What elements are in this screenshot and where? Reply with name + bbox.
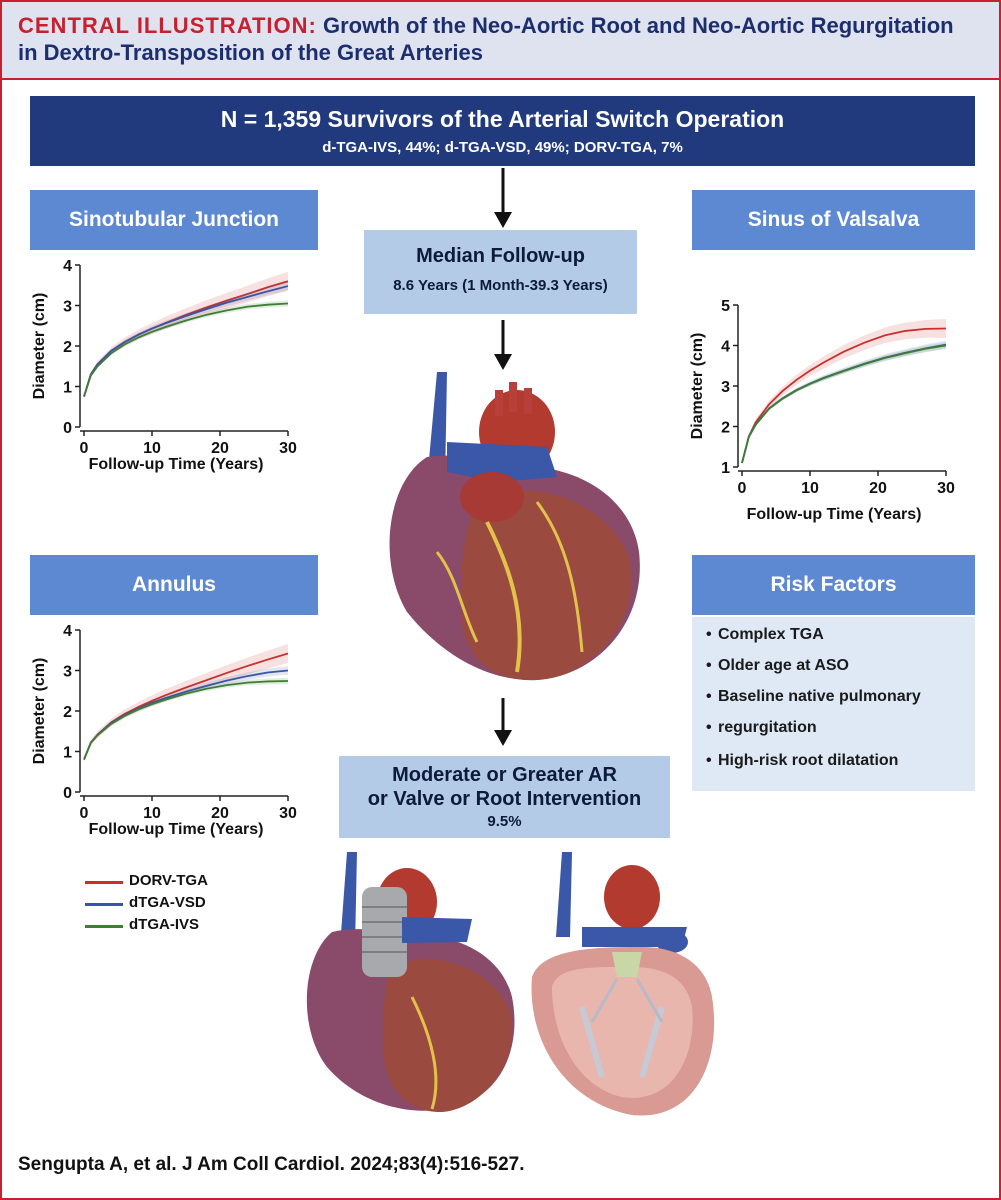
confidence-band: [84, 644, 288, 762]
title-text: Growth of the Neo-Aortic Root and Neo-Ao…: [18, 13, 954, 65]
arrow-down-icon: [494, 168, 512, 228]
y-tick-label: 2: [63, 704, 72, 721]
x-tick-label: 20: [869, 480, 887, 497]
cohort-sub: d-TGA-IVS, 44%; d-TGA-VSD, 49%; DORV-TGA…: [322, 139, 683, 156]
sov-chart: 1 2 3 4 5 0 10 20 30 Follow-up Time (Years) Diamet…: [689, 298, 955, 523]
series-line-dorv-tga: [741, 327, 947, 464]
y-tick-label: 4: [721, 339, 730, 356]
y-tick-label: 2: [721, 420, 730, 437]
y-tick-label: 1: [63, 380, 72, 397]
y-tick-label: 4: [63, 623, 72, 640]
title-bar: CENTRAL ILLUSTRATION: Growth of the Neo-…: [2, 2, 999, 80]
arrow-down-icon: [494, 320, 512, 370]
series-line-dtga-ivs: [741, 344, 947, 464]
x-tick-label: 0: [738, 480, 747, 497]
risk-item: Baseline native pulmonary: [706, 688, 921, 706]
sov-label: Sinus of Valsalva: [692, 190, 975, 250]
citation: Sengupta A, et al. J Am Coll Cardiol. 20…: [18, 1154, 525, 1175]
x-tick-label: 0: [80, 805, 89, 822]
y-tick-label: 3: [721, 379, 730, 396]
cohort-main: N = 1,359 Survivors of the Arterial Swit…: [220, 106, 785, 132]
x-tick-label: 30: [279, 440, 297, 457]
outcome-box: Moderate or Greater AR or Valve or Root …: [339, 756, 670, 838]
followup-title: Median Follow-up: [416, 245, 585, 267]
y-tick-label: 5: [721, 298, 730, 315]
y-tick-label: 4: [63, 258, 72, 275]
y-axis-label: Diameter (cm): [31, 293, 48, 400]
stj-label: Sinotubular Junction: [30, 190, 318, 250]
outcome-line2: or Valve or Root Intervention: [367, 788, 642, 810]
x-tick-label: 20: [211, 440, 229, 457]
x-tick-label: 30: [279, 805, 297, 822]
title-prefix: CENTRAL ILLUSTRATION:: [18, 13, 317, 38]
legend-label: dTGA-IVS: [129, 916, 199, 933]
confidence-band: [84, 666, 288, 761]
y-tick-label: 1: [721, 460, 730, 477]
annulus-label: Annulus: [30, 555, 318, 615]
y-tick-label: 0: [63, 785, 72, 802]
x-axis-label: Follow-up Time (Years): [747, 506, 922, 523]
y-axis-label: Diameter (cm): [31, 658, 48, 765]
followup-value: 8.6 Years (1 Month-39.3 Years): [393, 277, 608, 294]
y-tick-label: 3: [63, 299, 72, 316]
x-axis-label: Follow-up Time (Years): [89, 821, 264, 838]
confidence-band: [742, 319, 946, 466]
legend-swatch: [85, 881, 123, 884]
legend-item: dTGA-VSD: [85, 894, 285, 914]
series-line-dtga-ivs: [83, 680, 289, 760]
legend-swatch: [85, 903, 123, 906]
risk-item-continued: regurgitation: [706, 719, 817, 737]
x-tick-label: 0: [80, 440, 89, 457]
x-axis-label: Follow-up Time (Years): [89, 456, 264, 473]
heart-illustration: [389, 372, 640, 681]
legend-item: dTGA-IVS: [85, 916, 285, 936]
risk-item: High-risk root dilatation: [706, 752, 898, 770]
x-tick-label: 10: [143, 440, 161, 457]
x-tick-label: 10: [801, 480, 819, 497]
series-line-dtga-vsd: [83, 285, 289, 397]
series-line-dtga-ivs: [83, 302, 289, 397]
risk-item: Complex TGA: [706, 626, 824, 644]
y-tick-label: 1: [63, 745, 72, 762]
heart-graft-illustration: [306, 852, 515, 1113]
legend-label: dTGA-VSD: [129, 894, 206, 911]
x-tick-label: 20: [211, 805, 229, 822]
arrow-down-icon: [494, 698, 512, 746]
outcome-line1: Moderate or Greater AR: [392, 764, 617, 786]
y-axis-label: Diameter (cm): [689, 333, 706, 440]
title: CENTRAL ILLUSTRATION: Growth of the Neo-…: [18, 12, 978, 66]
risk-item: Older age at ASO: [706, 657, 849, 675]
x-tick-label: 30: [937, 480, 955, 497]
legend-swatch: [85, 925, 123, 928]
heart-valve-cutaway-illustration: [531, 852, 715, 1116]
risk-factors-list: Complex TGA Older age at ASO Baseline na…: [692, 617, 975, 791]
y-tick-label: 3: [63, 664, 72, 681]
stj-chart: 0 1 2 3 4 0 10 20 30 Follow-up Time (Years) Diamet…: [31, 258, 297, 473]
cohort-box: N = 1,359 Survivors of the Arterial Swit…: [30, 96, 975, 166]
y-tick-label: 0: [63, 420, 72, 437]
x-tick-label: 10: [143, 805, 161, 822]
y-tick-label: 2: [63, 339, 72, 356]
followup-box: Median Follow-up 8.6 Years (1 Month-39.3…: [364, 230, 637, 314]
outcome-value: 9.5%: [487, 813, 522, 830]
confidence-band: [84, 271, 288, 399]
legend-item: DORV-TGA: [85, 872, 285, 892]
legend-label: DORV-TGA: [129, 872, 208, 889]
annulus-chart: 0 1 2 3 4 0 10 20 30 Follow-up Time (Years) Diamet…: [31, 623, 297, 838]
confidence-band: [84, 281, 288, 398]
risk-factors-label: Risk Factors: [692, 555, 975, 615]
